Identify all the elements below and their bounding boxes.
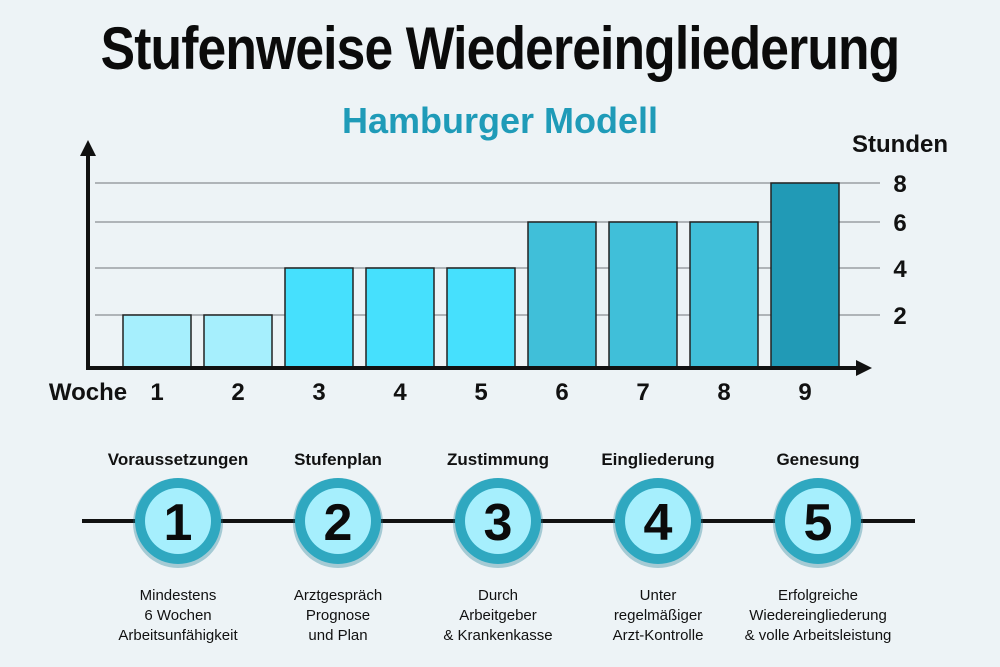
bar-week-9 [770,182,840,369]
step-description-line: Arbeitsunfähigkeit [118,627,238,644]
x-tick-label: 8 [717,379,730,406]
x-tick-label: 5 [474,379,487,406]
step-heading: Genesung [776,450,860,469]
step-number: 3 [484,494,513,552]
x-tick-label: 1 [150,379,163,406]
y-tick-label: 2 [893,303,906,330]
step-number: 1 [164,494,193,552]
step-description-line: & volle Arbeitsleistung [744,627,892,644]
step-description-line: Arztgespräch [293,587,383,604]
x-tick-label: 6 [555,379,568,406]
bar-week-6 [527,221,597,369]
step-circle-3: 3 [453,478,543,568]
step-description-line: Durch [477,587,518,604]
step-description-line: Mindestens [139,587,217,604]
step-circle-1: 1 [133,478,223,568]
x-axis-arrow-icon [856,360,872,376]
bar-week-4 [365,267,435,369]
y-tick-label: 6 [893,210,906,237]
step-description-line: Wiedereingliederung [749,607,887,624]
step-circle-2: 2 [293,478,383,568]
step-description: Erfolgreiche Wiedereingliederung & volle A… [718,586,918,646]
step-description-line: Erfolgreiche [777,587,859,604]
x-tick-label: 4 [393,379,407,406]
bar-week-5 [446,267,516,369]
page-subtitle: Hamburger Modell [341,100,659,141]
x-tick-label: 9 [798,379,811,406]
step-description: Arztgespräch Prognose und Plan [238,586,438,646]
bar-week-2 [203,314,273,369]
step-number: 4 [644,494,673,552]
step-heading: Eingliederung [601,450,715,469]
step-heading: Stufenplan [294,450,382,469]
step-circle-4: 4 [613,478,703,568]
step-number: 5 [804,494,833,552]
y-axis-arrow-icon [80,140,96,156]
x-tick-label: 3 [312,379,325,406]
step-description-line: & Krankenkasse [443,627,553,644]
step-number: 2 [324,494,353,552]
step-description-line: Prognose [305,607,371,624]
page-title: Stufenweise Wiedereingliederung [100,15,901,82]
step-description: Unter regelmäßiger Arzt-Kontrolle [558,586,758,646]
y-axis-label: Stunden [852,131,948,158]
bar-week-8 [689,221,759,369]
step-heading: Voraussetzungen [107,450,249,469]
step-description-line: und Plan [308,627,368,644]
y-tick-label: 8 [893,171,906,198]
x-axis-label: Woche [49,379,127,406]
step-description: Mindestens 6 Wochen Arbeitsunfähigkeit [78,586,278,646]
step-circle-5: 5 [773,478,863,568]
step-description-line: Arzt-Kontrolle [612,627,704,644]
bar-week-7 [608,221,678,369]
y-tick-label: 4 [893,256,907,283]
bar-week-1 [122,314,192,369]
bar-chart: Stunden Woche 2 4 6 8 1 2 3 4 5 6 7 8 9 [49,131,948,406]
x-tick-label: 7 [636,379,649,406]
step-heading: Zustimmung [447,450,549,469]
step-description-line: Unter [639,587,677,604]
step-description: Durch Arbeitgeber & Krankenkasse [398,586,598,646]
x-tick-label: 2 [231,379,244,406]
step-description-line: regelmäßiger [613,607,703,624]
step-description-line: Arbeitgeber [459,607,537,624]
step-description-line: 6 Wochen [144,607,212,624]
bar-week-3 [284,267,354,369]
